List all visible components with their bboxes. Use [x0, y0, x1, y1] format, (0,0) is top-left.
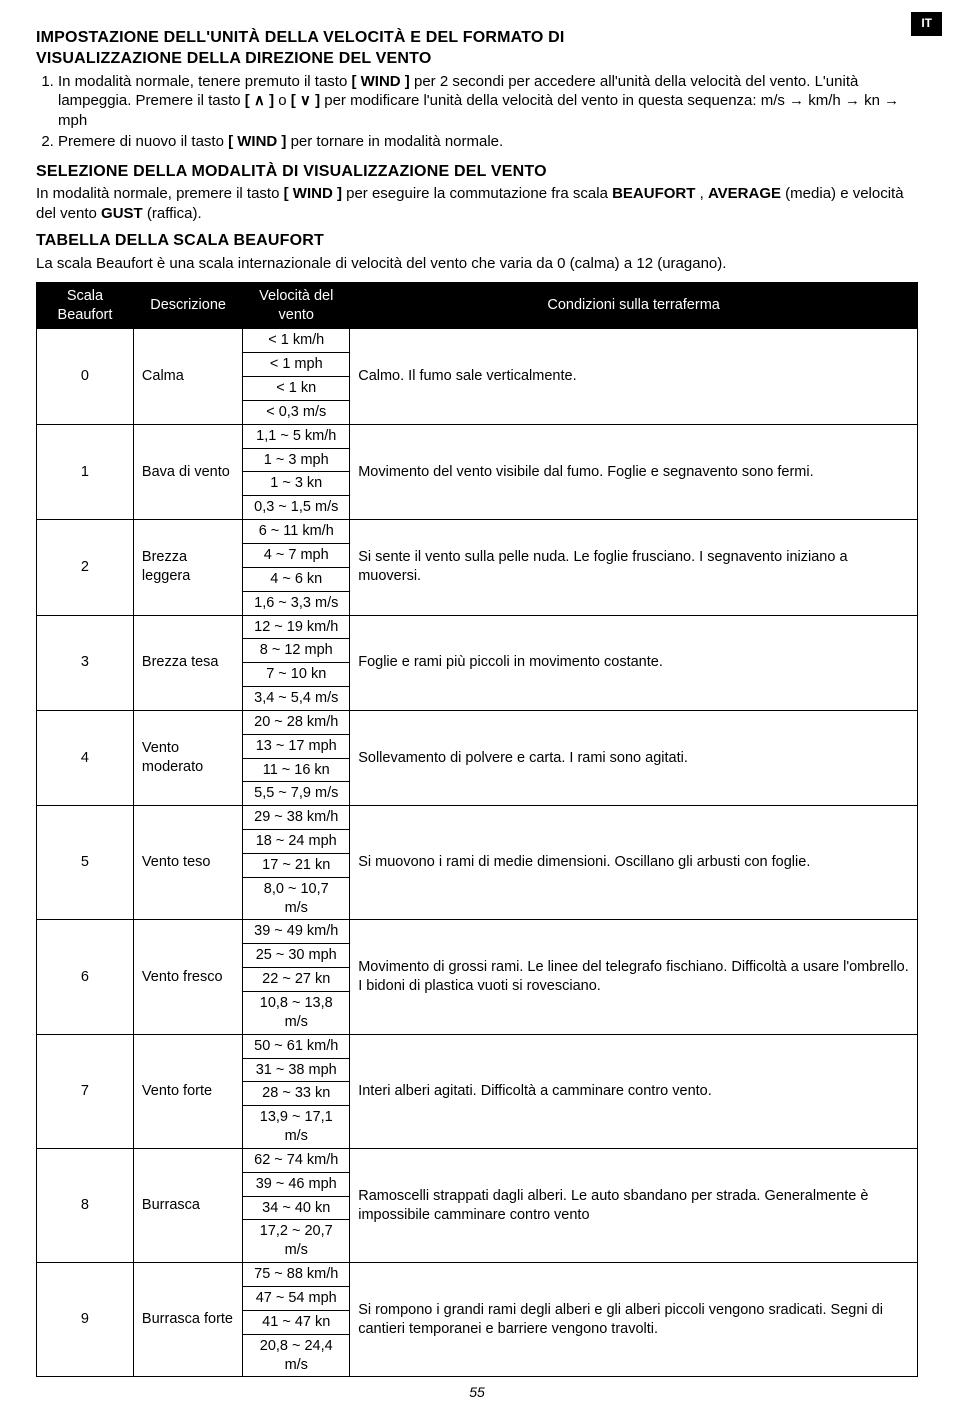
section3-intro: La scala Beaufort è una scala internazio… — [36, 254, 918, 274]
table-cell-speed: 8,0 ~ 10,7 m/s — [243, 877, 350, 920]
table-cell-speed: 29 ~ 38 km/h — [243, 806, 350, 830]
table-cell-desc: Vento moderato — [133, 710, 242, 805]
table-cell-scale: 0 — [37, 329, 134, 424]
section1-title: IMPOSTAZIONE DELL'UNITÀ DELLA VELOCITÀ E… — [36, 28, 918, 70]
table-cell-speed: 39 ~ 49 km/h — [243, 920, 350, 944]
table-cell-speed: 41 ~ 47 kn — [243, 1310, 350, 1334]
table-cell-speed: 13 ~ 17 mph — [243, 734, 350, 758]
table-cell-desc: Brezza leggera — [133, 520, 242, 615]
table-cell-speed: 17 ~ 21 kn — [243, 853, 350, 877]
table-cell-speed: 34 ~ 40 kn — [243, 1196, 350, 1220]
table-cell-cond: Movimento del vento visibile dal fumo. F… — [350, 424, 918, 519]
table-cell-speed: 31 ~ 38 mph — [243, 1058, 350, 1082]
table-cell-speed: 25 ~ 30 mph — [243, 944, 350, 968]
table-cell-speed: 8 ~ 12 mph — [243, 639, 350, 663]
table-cell-cond: Ramoscelli strappati dagli alberi. Le au… — [350, 1148, 918, 1262]
table-cell-speed: 12 ~ 19 km/h — [243, 615, 350, 639]
table-cell-speed: 4 ~ 6 kn — [243, 567, 350, 591]
table-cell-speed: 20 ~ 28 km/h — [243, 710, 350, 734]
table-cell-speed: 39 ~ 46 mph — [243, 1172, 350, 1196]
table-cell-scale: 3 — [37, 615, 134, 710]
table-cell-cond: Movimento di grossi rami. Le linee del t… — [350, 920, 918, 1034]
table-cell-speed: 17,2 ~ 20,7 m/s — [243, 1220, 350, 1263]
table-cell-desc: Brezza tesa — [133, 615, 242, 710]
table-cell-speed: < 0,3 m/s — [243, 400, 350, 424]
table-cell-speed: < 1 mph — [243, 353, 350, 377]
th-desc: Descrizione — [133, 282, 242, 329]
table-cell-speed: 47 ~ 54 mph — [243, 1286, 350, 1310]
language-badge: IT — [911, 12, 942, 36]
table-cell-speed: 0,3 ~ 1,5 m/s — [243, 496, 350, 520]
table-cell-desc: Vento fresco — [133, 920, 242, 1034]
table-cell-speed: < 1 km/h — [243, 329, 350, 353]
table-cell-cond: Si rompono i grandi rami degli alberi e … — [350, 1263, 918, 1377]
table-cell-scale: 1 — [37, 424, 134, 519]
table-cell-speed: 7 ~ 10 kn — [243, 663, 350, 687]
table-cell-speed: 5,5 ~ 7,9 m/s — [243, 782, 350, 806]
table-cell-desc: Vento teso — [133, 806, 242, 920]
table-cell-cond: Si muovono i rami di medie dimensioni. O… — [350, 806, 918, 920]
table-cell-speed: 3,4 ~ 5,4 m/s — [243, 687, 350, 711]
table-cell-speed: 50 ~ 61 km/h — [243, 1034, 350, 1058]
table-cell-speed: 10,8 ~ 13,8 m/s — [243, 992, 350, 1035]
table-cell-scale: 9 — [37, 1263, 134, 1377]
th-speed: Velocità del vento — [243, 282, 350, 329]
section3-title: TABELLA DELLA SCALA BEAUFORT — [36, 231, 918, 252]
table-cell-speed: 18 ~ 24 mph — [243, 830, 350, 854]
table-cell-speed: 6 ~ 11 km/h — [243, 520, 350, 544]
table-cell-speed: < 1 kn — [243, 377, 350, 401]
table-cell-desc: Bava di vento — [133, 424, 242, 519]
table-cell-speed: 11 ~ 16 kn — [243, 758, 350, 782]
table-cell-speed: 75 ~ 88 km/h — [243, 1263, 350, 1287]
table-cell-scale: 4 — [37, 710, 134, 805]
table-cell-speed: 22 ~ 27 kn — [243, 968, 350, 992]
table-cell-speed: 1 ~ 3 mph — [243, 448, 350, 472]
th-scale: Scala Beaufort — [37, 282, 134, 329]
table-cell-speed: 4 ~ 7 mph — [243, 543, 350, 567]
table-cell-speed: 1,1 ~ 5 km/h — [243, 424, 350, 448]
table-cell-speed: 62 ~ 74 km/h — [243, 1148, 350, 1172]
th-cond: Condizioni sulla terraferma — [350, 282, 918, 329]
section2-title: SELEZIONE DELLA MODALITÀ DI VISUALIZZAZI… — [36, 162, 918, 183]
beaufort-table: Scala Beaufort Descrizione Velocità del … — [36, 282, 918, 1378]
table-cell-speed: 1 ~ 3 kn — [243, 472, 350, 496]
list-item: Premere di nuovo il tasto [ WIND ] per t… — [58, 132, 918, 152]
table-cell-speed: 20,8 ~ 24,4 m/s — [243, 1334, 350, 1377]
section1-list: In modalità normale, tenere premuto il t… — [36, 72, 918, 152]
table-cell-scale: 5 — [37, 806, 134, 920]
table-cell-cond: Foglie e rami più piccoli in movimento c… — [350, 615, 918, 710]
table-cell-scale: 7 — [37, 1034, 134, 1148]
table-cell-scale: 8 — [37, 1148, 134, 1262]
table-cell-cond: Sollevamento di polvere e carta. I rami … — [350, 710, 918, 805]
table-cell-cond: Calmo. Il fumo sale verticalmente. — [350, 329, 918, 424]
list-item: In modalità normale, tenere premuto il t… — [58, 72, 918, 131]
section2-text: In modalità normale, premere il tasto [ … — [36, 184, 918, 223]
table-cell-speed: 1,6 ~ 3,3 m/s — [243, 591, 350, 615]
table-cell-cond: Interi alberi agitati. Difficoltà a camm… — [350, 1034, 918, 1148]
table-cell-speed: 28 ~ 33 kn — [243, 1082, 350, 1106]
table-cell-desc: Burrasca — [133, 1148, 242, 1262]
table-cell-desc: Burrasca forte — [133, 1263, 242, 1377]
table-cell-desc: Calma — [133, 329, 242, 424]
table-cell-cond: Si sente il vento sulla pelle nuda. Le f… — [350, 520, 918, 615]
table-cell-speed: 13,9 ~ 17,1 m/s — [243, 1106, 350, 1149]
table-cell-scale: 2 — [37, 520, 134, 615]
table-cell-desc: Vento forte — [133, 1034, 242, 1148]
table-cell-scale: 6 — [37, 920, 134, 1034]
page-number: 55 — [36, 1383, 918, 1401]
